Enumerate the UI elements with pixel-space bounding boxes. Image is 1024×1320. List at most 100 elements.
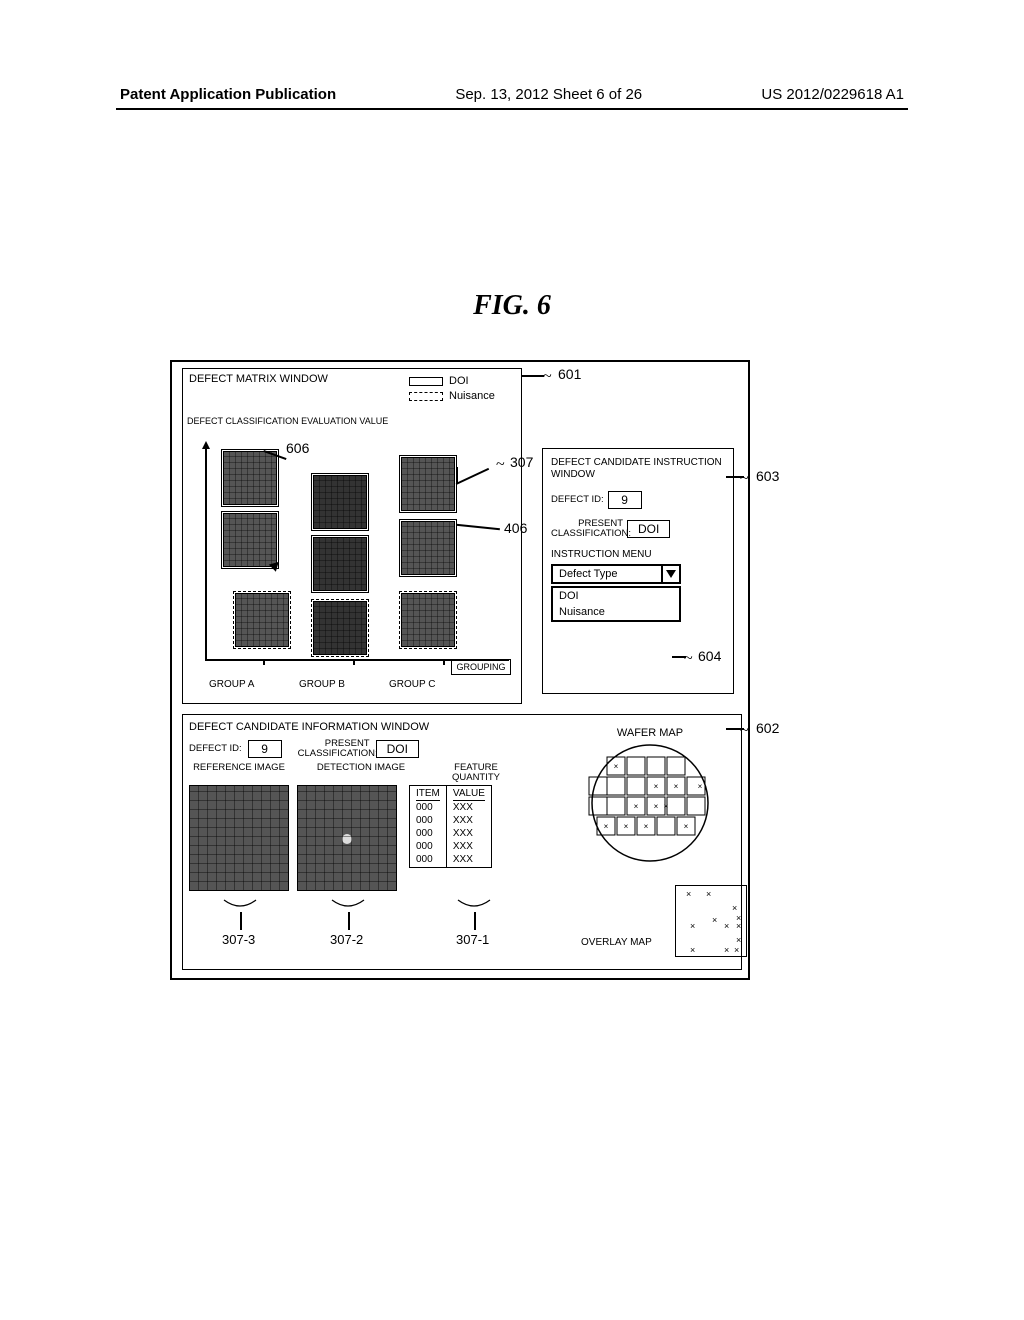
info-present-label: PRESENT CLASSIFICATION: (298, 739, 370, 759)
item-4: 000 (416, 853, 440, 866)
legend-doi: DOI (449, 375, 469, 387)
svg-text:×: × (614, 762, 619, 771)
overlay-map[interactable]: ×× × × ×××× × ××× (675, 885, 747, 957)
svg-text:×: × (664, 802, 669, 811)
group-b-label: GROUP B (299, 679, 345, 690)
col-value-hdr: VALUE (453, 787, 485, 801)
y-axis (205, 447, 207, 659)
header-rule (116, 108, 908, 110)
svg-text:×: × (684, 822, 689, 831)
line-602 (726, 728, 744, 730)
thumb-a2[interactable] (223, 513, 277, 567)
det-image-label: DETECTION IMAGE (311, 763, 411, 783)
svg-text:×: × (624, 822, 629, 831)
line-307-3 (240, 912, 242, 930)
detection-image[interactable] (297, 785, 397, 891)
callout-307-2: 307-2 (330, 932, 363, 947)
feature-table: ITEM 000 000 000 000 000 VALUE XXX XXX X… (409, 785, 492, 868)
svg-text:×: × (654, 782, 659, 791)
defect-matrix-window: DEFECT MATRIX WINDOW DOI Nuisance DEFECT… (182, 368, 522, 704)
thumb-c2[interactable] (401, 521, 455, 575)
feature-qty-label: FEATURE QUANTITY (433, 763, 519, 783)
page-header: Patent Application Publication Sep. 13, … (0, 86, 1024, 103)
callout-307: 307 (510, 454, 533, 470)
brace-307-2 (330, 898, 366, 912)
val-0: XXX (453, 801, 485, 814)
info-present-field[interactable]: DOI (376, 740, 419, 758)
line-603 (726, 476, 744, 478)
menu-opt-nuisance[interactable]: Nuisance (553, 604, 679, 620)
thumb-b1[interactable] (313, 475, 367, 529)
header-left: Patent Application Publication (120, 86, 336, 103)
col-item-hdr: ITEM (416, 787, 440, 801)
defect-type-dropdown[interactable]: Defect Type (551, 564, 681, 584)
line-601 (522, 375, 544, 377)
info-defect-id-field[interactable]: 9 (248, 740, 282, 758)
tick-b (353, 659, 355, 665)
callout-307-1: 307-1 (456, 932, 489, 947)
defect-id-field[interactable]: 9 (608, 491, 642, 509)
svg-text:×: × (634, 802, 639, 811)
legend: DOI Nuisance (409, 375, 495, 405)
ref-image-label: REFERENCE IMAGE (189, 763, 289, 783)
line-307-2 (348, 912, 350, 930)
dropdown-text: Defect Type (553, 568, 661, 580)
legend-nuisance: Nuisance (449, 390, 495, 402)
reference-image[interactable] (189, 785, 289, 891)
callout-602: 602 (756, 720, 779, 736)
figure-container: DEFECT MATRIX WINDOW DOI Nuisance DEFECT… (170, 360, 750, 980)
thumb-c3[interactable] (401, 593, 455, 647)
thumb-b2[interactable] (313, 537, 367, 591)
instruction-menu-label: INSTRUCTION MENU (551, 549, 725, 560)
callout-307-3: 307-3 (222, 932, 255, 947)
doi-swatch (409, 377, 443, 386)
item-1: 000 (416, 814, 440, 827)
svg-text:×: × (654, 802, 659, 811)
tilde-601: ~ (543, 368, 552, 386)
item-0: 000 (416, 801, 440, 814)
wafer-map-icon[interactable]: ××× ×××× ×××× (575, 743, 725, 863)
thumb-b3[interactable] (313, 601, 367, 655)
svg-text:×: × (674, 782, 679, 791)
thumb-a1[interactable] (223, 451, 277, 505)
tilde-603: ~ (740, 470, 749, 488)
tilde-602: ~ (740, 722, 749, 740)
callout-601: 601 (558, 366, 581, 382)
y-axis-label: DEFECT CLASSIFICATION EVALUATION VALUE (187, 417, 388, 427)
present-class-label: PRESENT CLASSIFICATION: (551, 519, 623, 539)
item-3: 000 (416, 840, 440, 853)
feature-value-col: VALUE XXX XXX XXX XXX XXX (447, 785, 492, 868)
nuisance-swatch (409, 392, 443, 401)
dropdown-menu: DOI Nuisance (551, 586, 681, 622)
tick-a (263, 659, 265, 665)
group-a-label: GROUP A (209, 679, 254, 690)
header-center: Sep. 13, 2012 Sheet 6 of 26 (455, 86, 642, 103)
defect-id-label: DEFECT ID: (551, 495, 604, 505)
feature-item-col: ITEM 000 000 000 000 000 (409, 785, 447, 868)
val-2: XXX (453, 827, 485, 840)
group-c-label: GROUP C (389, 679, 436, 690)
brace-307-3 (222, 898, 258, 912)
callout-603: 603 (756, 468, 779, 484)
svg-text:×: × (604, 822, 609, 831)
wafer-map-area: WAFER MAP ××× ×××× ×××× (565, 727, 735, 863)
tick-c (443, 659, 445, 665)
defect-spot-icon (342, 834, 352, 844)
grouping-button[interactable]: GROUPING (451, 659, 511, 675)
figure-title: FIG. 6 (0, 290, 1024, 322)
val-1: XXX (453, 814, 485, 827)
callout-406: 406 (504, 520, 527, 536)
tilde-307: ~ (496, 456, 505, 474)
svg-text:×: × (644, 822, 649, 831)
brace-307-1 (456, 898, 492, 912)
thumb-c1[interactable] (401, 457, 455, 511)
present-class-field[interactable]: DOI (627, 520, 670, 538)
instr-title: DEFECT CANDIDATE INSTRUCTION WINDOW (551, 457, 725, 481)
menu-opt-doi[interactable]: DOI (553, 588, 679, 604)
thumb-a3[interactable] (235, 593, 289, 647)
val-3: XXX (453, 840, 485, 853)
callout-606: 606 (286, 440, 309, 456)
info-defect-id-label: DEFECT ID: (189, 744, 242, 754)
line-307-1 (474, 912, 476, 930)
chevron-down-icon (661, 566, 679, 582)
